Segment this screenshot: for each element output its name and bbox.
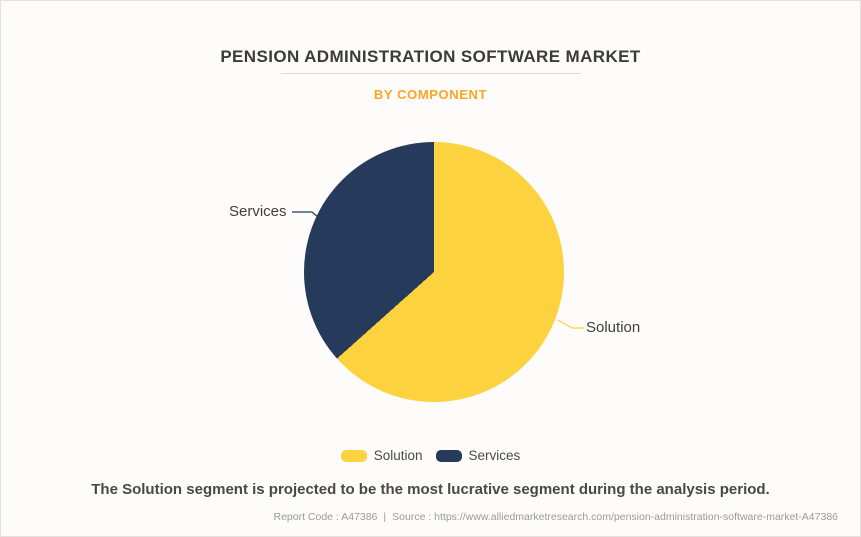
page-title: PENSION ADMINISTRATION SOFTWARE MARKET: [220, 47, 641, 66]
legend-swatch-services: [435, 449, 462, 462]
report-footer: Report Code : A47386 | Source : https://ww…: [273, 511, 838, 523]
pie[interactable]: [304, 142, 564, 402]
title-divider: [281, 73, 581, 74]
legend-item-services[interactable]: Services: [435, 448, 521, 463]
legend-item-solution[interactable]: Solution: [340, 448, 423, 463]
legend: Solution Services: [1, 448, 860, 463]
report-code: Report Code : A47386: [273, 511, 378, 523]
page-subtitle: BY COMPONENT: [373, 87, 488, 102]
legend-swatch-solution: [340, 449, 367, 462]
footer-separator: |: [383, 511, 387, 523]
legend-label-services: Services: [468, 448, 521, 463]
slice-label-solution: Solution: [586, 319, 641, 336]
slice-label-services: Services: [229, 203, 287, 220]
key-finding: The Solution segment is projected to be …: [91, 481, 770, 498]
solution-connector-line: [557, 319, 584, 329]
source-url: Source : https://www.alliedmarketresearc…: [392, 511, 838, 523]
legend-label-solution: Solution: [373, 448, 423, 463]
